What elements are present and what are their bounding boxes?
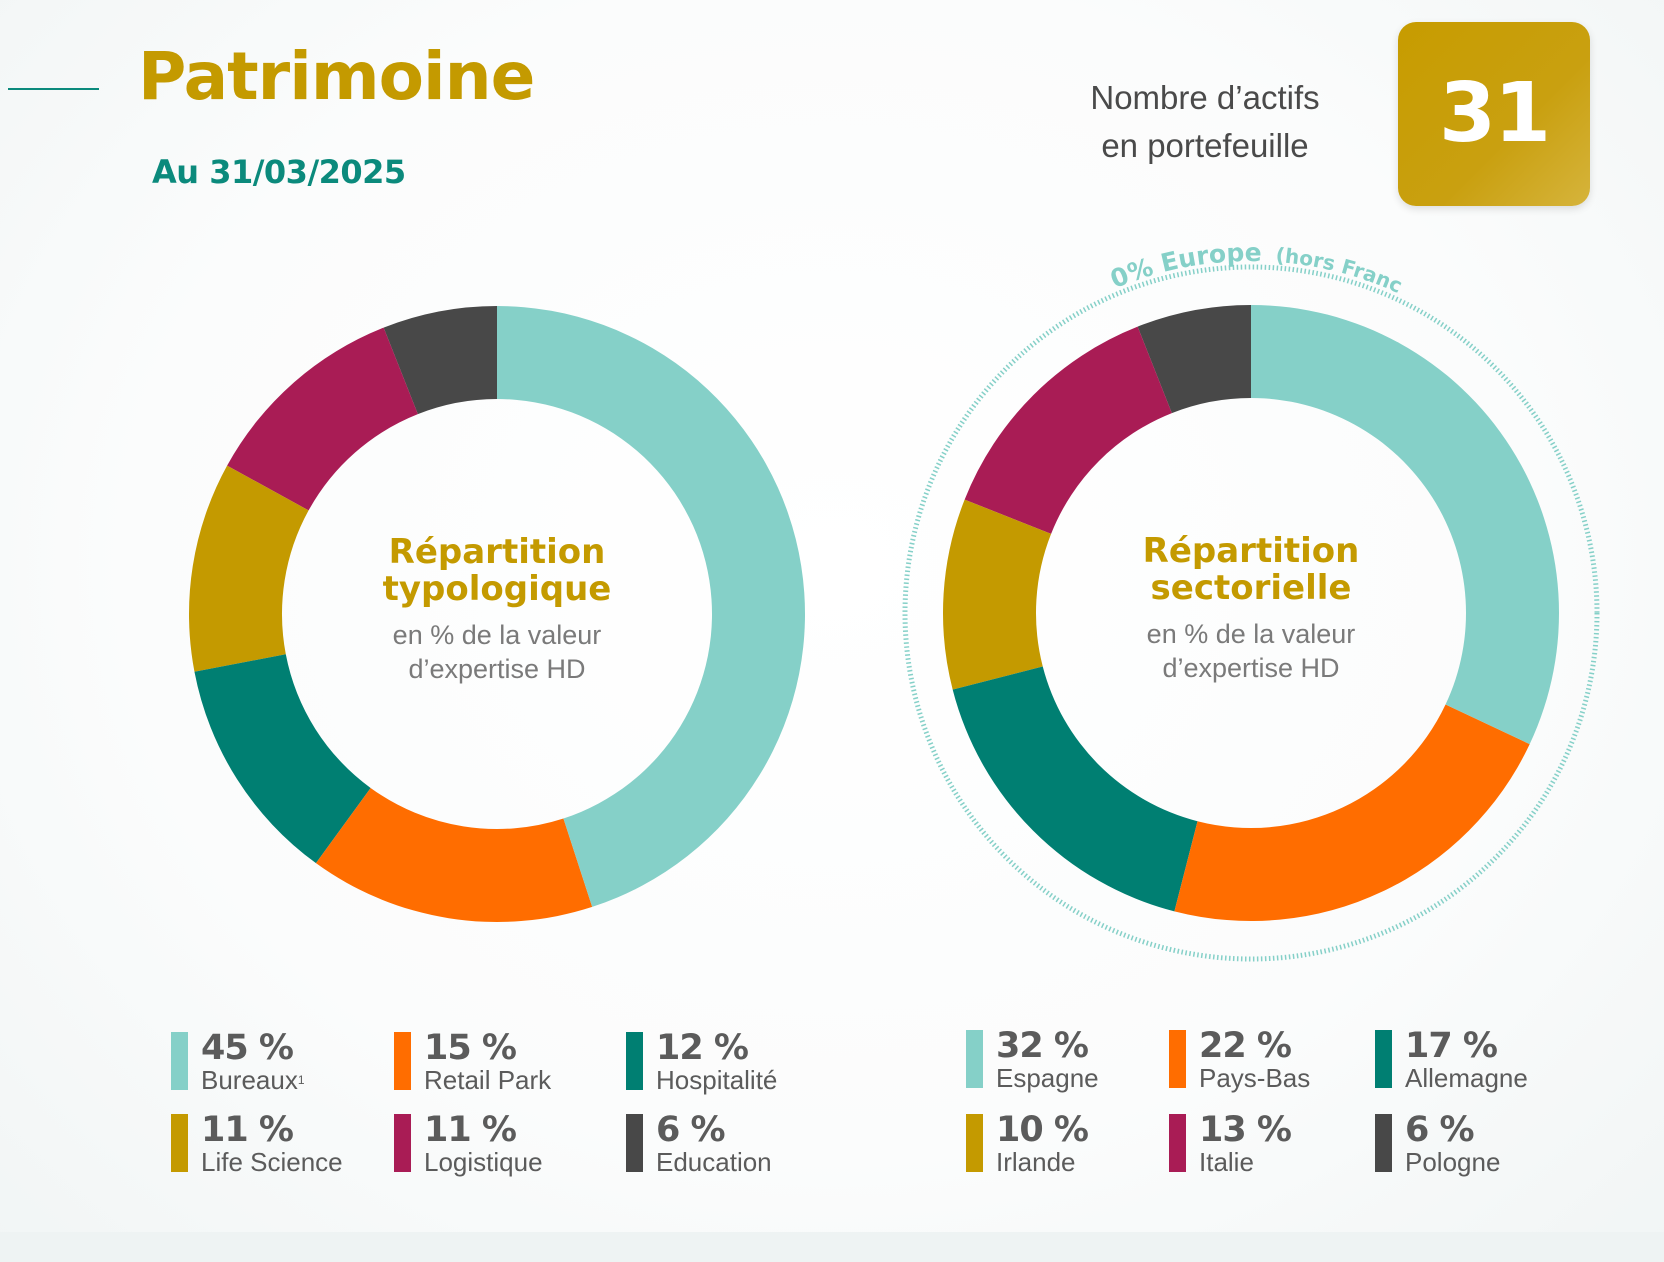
legend-swatch [1375,1030,1392,1088]
donut-slice-life-science [189,465,309,672]
legend-label: Bureaux1 [201,1066,305,1094]
legend-swatch [966,1114,983,1172]
legend-item-bureaux: 45 % Bureaux1 [171,1028,381,1094]
donut-slice-pays-bas [1174,704,1530,921]
as-of-date: Au 31/03/2025 [152,153,406,191]
donut-slice-retail-park [315,787,593,922]
donut-slice-education [383,306,497,415]
chart-subtitle-line2-sectorielle: d’expertise HD [1162,653,1339,683]
donut-slice-espagne [1251,305,1560,745]
ring-label-main: 100% Europe [0,0,1262,294]
legend-percent: 10 % [996,1110,1089,1150]
legend-label: Retail Park [424,1065,552,1095]
legend-percent: 11 % [424,1110,517,1150]
asset-count-label-line2: en portefeuille [1101,127,1309,164]
legend-label: Italie [1199,1147,1254,1177]
legend-item-espagne: 32 % Espagne [966,1026,1176,1092]
legend-swatch [1169,1114,1186,1172]
footnote-marker: 1 [297,1073,305,1087]
donut-slice-italie [964,326,1172,534]
legend-item-italie: 13 % Italie [1169,1110,1379,1176]
legend-label: Allemagne [1405,1063,1528,1093]
legend-swatch [171,1032,188,1090]
legend-label: Life Science [201,1147,343,1177]
legend-label: Pays-Bas [1199,1063,1311,1093]
legend-swatch [966,1030,983,1088]
donut-slice-irlande [942,499,1052,690]
chart-title-line2-typologique: typologique [383,569,612,609]
legend-swatch [1169,1030,1186,1088]
asset-count-label-line1: Nombre d’actifs [1090,79,1320,116]
legend-percent: 15 % [424,1028,517,1068]
legend-item-life-science: 11 % Life Science [171,1110,381,1176]
legend-percent: 12 % [656,1028,749,1068]
legend-item-allemagne: 17 % Allemagne [1375,1026,1585,1092]
asset-count-badge: 31 [1398,22,1590,206]
legend-percent: 45 % [201,1028,294,1068]
chart-subtitle-line1-typologique: en % de la valeur [393,620,602,650]
legend-label: Logistique [424,1147,543,1177]
donut-slice-allemagne [952,666,1198,912]
legend-swatch [171,1114,188,1172]
legend-item-retail-park: 15 % Retail Park [394,1028,604,1094]
chart-subtitle-line1-sectorielle: en % de la valeur [1147,619,1356,649]
legend-label: Espagne [996,1063,1099,1093]
legend-swatch [1375,1114,1392,1172]
legend-percent: 22 % [1199,1026,1292,1066]
legend-item-education: 6 % Education [626,1110,836,1176]
legend-label-text: Bureaux [201,1065,298,1095]
chart-title-line1-typologique: Répartition [389,532,606,572]
legend-item-irlande: 10 % Irlande [966,1110,1176,1176]
legend-label: Pologne [1405,1147,1501,1177]
legend-swatch [394,1114,411,1172]
legend-percent: 6 % [656,1110,726,1150]
donut-slice-logistique [227,327,418,511]
legend-item-logistique: 11 % Logistique [394,1110,604,1176]
legend-swatch [626,1114,643,1172]
bottom-strip [0,1232,1664,1262]
europe-dotted-ring [902,264,1600,962]
ring-label: 100% Europe (hors France) [0,0,1406,298]
donut-chart-typologique [189,306,806,922]
legend-percent: 11 % [201,1110,294,1150]
legend-percent: 13 % [1199,1110,1292,1150]
donut-slice-pologne [1137,305,1251,414]
legend-label: Education [656,1147,772,1177]
chart-title-line1-sectorielle: Répartition [1143,531,1360,571]
chart-subtitle-line2-typologique: d’expertise HD [408,654,585,684]
donut-slice-bureaux [497,306,806,907]
legend-swatch [394,1032,411,1090]
legend-item-hospitalite: 12 % Hospitalité [626,1028,836,1094]
page-title: Patrimoine [138,38,535,115]
legend-swatch [626,1032,643,1090]
chart-title-line2-sectorielle: sectorielle [1151,568,1352,608]
legend-label: Irlande [996,1147,1076,1177]
legend-item-pologne: 6 % Pologne [1375,1110,1585,1176]
legend-percent: 17 % [1405,1026,1498,1066]
header-accent-line [8,88,99,90]
legend-label: Hospitalité [656,1065,778,1095]
legend-percent: 6 % [1405,1110,1475,1150]
legend-item-pays-bas: 22 % Pays-Bas [1169,1026,1379,1092]
asset-count-label: Nombre d’actifs en portefeuille [1030,74,1380,170]
donut-slice-hospitalit- [194,654,371,864]
legend-percent: 32 % [996,1026,1089,1066]
